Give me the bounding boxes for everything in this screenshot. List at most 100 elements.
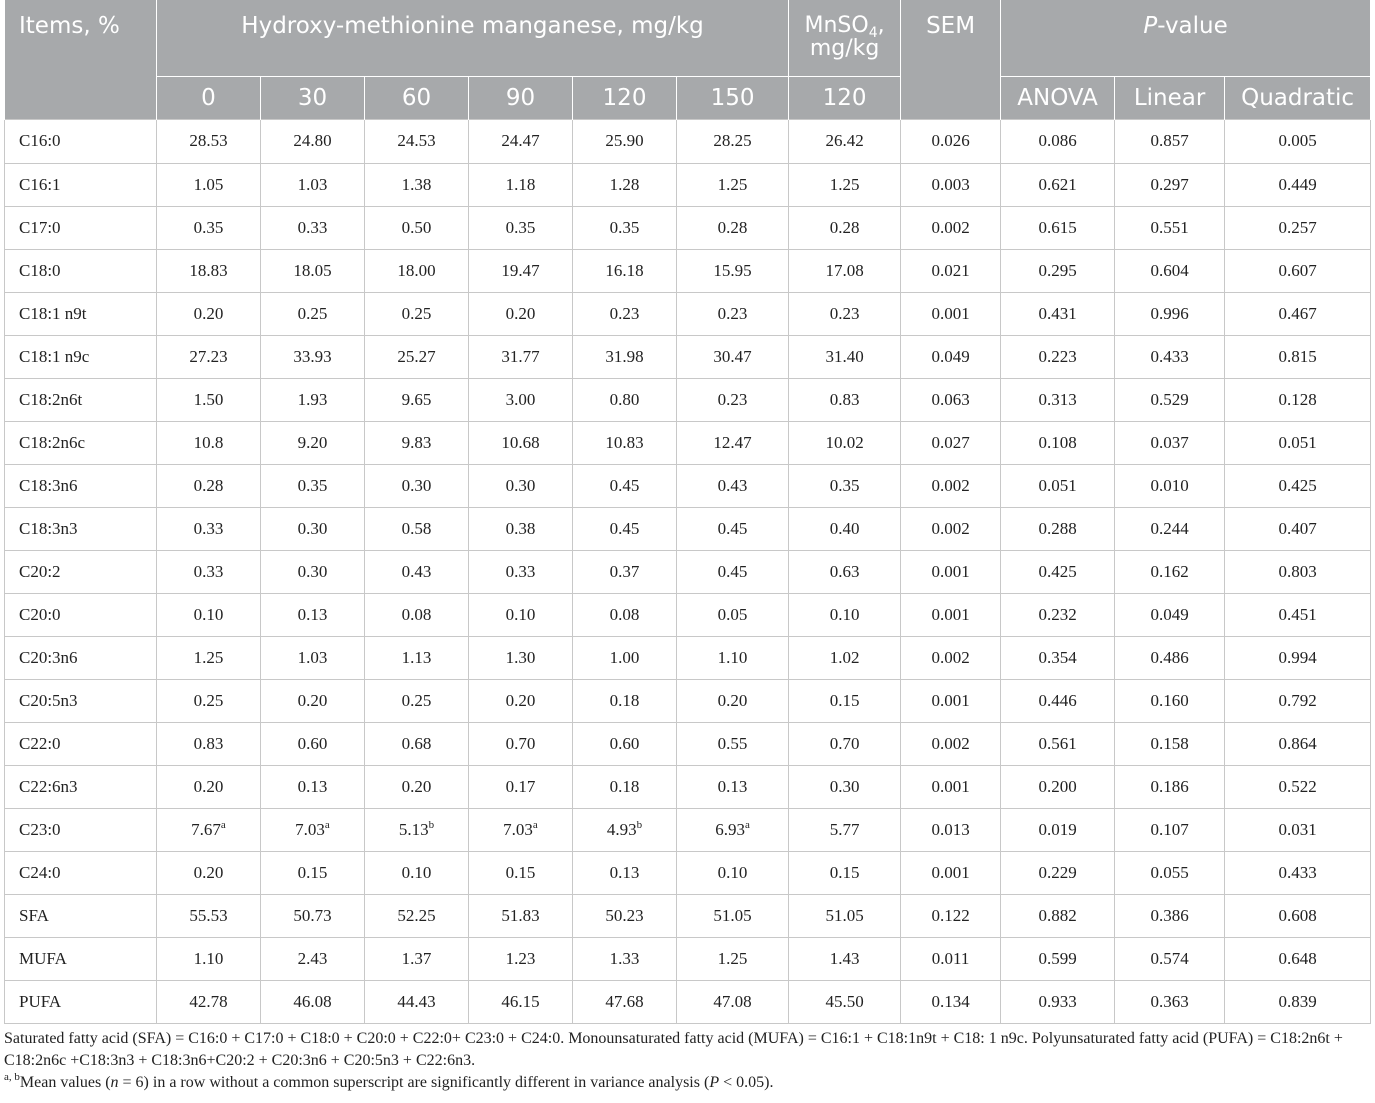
table-row: C18:2n6c 10.8 9.20 9.83 10.68 10.83 12.47 10.02…: [4, 420, 1372, 465]
header-row-1: Items, % Hydroxy-methionine manganese, m…: [4, 0, 1372, 119]
table-cell: 0.80: [572, 377, 677, 422]
table-row: C18:0 18.83 18.05 18.00 19.47 16.18 15.95 17.08…: [4, 248, 1372, 293]
table-cell: 5.13b: [364, 807, 469, 852]
table-cell: 0.08: [572, 592, 677, 637]
dose-header: 30: [260, 75, 365, 119]
table-row: C17:0 0.35 0.33 0.50 0.35 0.35 0.28 0.28 0.002 0.…: [4, 205, 1372, 250]
significance-superscript: a: [324, 818, 330, 831]
table-cell: 25.90: [572, 118, 677, 164]
table-row: C20:0 0.10 0.13 0.08 0.10 0.08 0.05 0.10 0.001 0.…: [4, 592, 1372, 637]
row-label: C18:2n6c: [4, 420, 157, 465]
table-cell: 0.857: [1114, 118, 1226, 164]
table-cell: 47.68: [572, 979, 677, 1024]
table-row: C23:0 7.67a 7.03a 5.13b 7.03a 4.93b 6.93a 5.77 0…: [4, 807, 1372, 852]
table-cell: 0.160: [1114, 678, 1226, 723]
row-label: C16:1: [4, 162, 157, 207]
table-cell: 0.55: [675, 721, 790, 766]
table-cell: 0.607: [1224, 248, 1372, 293]
table-cell: 0.313: [1000, 377, 1116, 422]
table-cell: 0.621: [1000, 162, 1116, 207]
table-cell: 0.10: [156, 592, 261, 637]
row-label: C18:3n3: [4, 506, 157, 551]
table-cell: 0.882: [1000, 893, 1116, 938]
table-row: C24:0 0.20 0.15 0.10 0.15 0.13 0.10 0.15 0.001 0.…: [4, 850, 1372, 895]
table-body: C16:0 28.53 24.80 24.53 24.47 25.90 28.25 26.42…: [4, 118, 1372, 1024]
table-cell: 0.027: [900, 420, 1002, 465]
table-row: C22:0 0.83 0.60 0.68 0.70 0.60 0.55 0.70 0.002 0.…: [4, 721, 1372, 766]
table-cell: 0.30: [260, 506, 365, 551]
table-cell: 51.83: [468, 893, 573, 938]
fatty-acid-table: Items, % Hydroxy-methionine manganese, m…: [4, 0, 1372, 1024]
row-label: C17:0: [4, 205, 157, 250]
table-cell: 1.03: [260, 162, 365, 207]
table-cell: 9.83: [364, 420, 469, 465]
table-cell: 0.15: [260, 850, 365, 895]
table-cell: 9.20: [260, 420, 365, 465]
table-cell: 0.43: [364, 549, 469, 594]
significance-superscript: b: [636, 818, 643, 831]
table-cell: 0.433: [1114, 334, 1226, 379]
table-cell: 0.001: [900, 291, 1002, 336]
table-cell: 0.186: [1114, 764, 1226, 809]
significance-superscript: b: [428, 818, 435, 831]
table-cell: 0.134: [900, 979, 1002, 1024]
table-cell: 1.25: [675, 936, 790, 981]
table-cell: 0.30: [260, 549, 365, 594]
row-label: C18:1 n9t: [4, 291, 157, 336]
row-label: C18:3n6: [4, 463, 157, 508]
table-cell: 0.005: [1224, 118, 1372, 164]
table-cell: 10.8: [156, 420, 261, 465]
row-label: PUFA: [4, 979, 157, 1024]
row-label: MUFA: [4, 936, 157, 981]
table-cell: 1.25: [675, 162, 790, 207]
table-cell: 0.063: [900, 377, 1002, 422]
table-cell: 0.45: [675, 549, 790, 594]
table-cell: 0.433: [1224, 850, 1372, 895]
table-cell: 0.223: [1000, 334, 1116, 379]
table-cell: 0.60: [572, 721, 677, 766]
row-label: C18:2n6t: [4, 377, 157, 422]
table-cell: 0.407: [1224, 506, 1372, 551]
table-cell: 0.574: [1114, 936, 1226, 981]
table-cell: 6.93a: [675, 807, 790, 852]
table-cell: 0.25: [364, 678, 469, 723]
table-cell: 47.08: [675, 979, 790, 1024]
table-cell: 0.162: [1114, 549, 1226, 594]
table-cell: 0.20: [156, 291, 261, 336]
row-label: C18:0: [4, 248, 157, 293]
row-label: C16:0: [4, 118, 157, 164]
table-cell: 0.001: [900, 549, 1002, 594]
table-cell: 51.05: [788, 893, 902, 938]
table-cell: 28.53: [156, 118, 261, 164]
table-cell: 2.43: [260, 936, 365, 981]
table-cell: 27.23: [156, 334, 261, 379]
table-cell: 0.232: [1000, 592, 1116, 637]
table-cell: 0.10: [364, 850, 469, 895]
table-cell: 0.001: [900, 850, 1002, 895]
table-cell: 1.25: [788, 162, 902, 207]
table-cell: 0.122: [900, 893, 1002, 938]
table-cell: 0.10: [468, 592, 573, 637]
table-cell: 1.28: [572, 162, 677, 207]
table-cell: 0.363: [1114, 979, 1226, 1024]
table-row: PUFA 42.78 46.08 44.43 46.15 47.68 47.08 45.50 0…: [4, 979, 1372, 1024]
row-label: C22:6n3: [4, 764, 157, 809]
table-cell: 0.35: [572, 205, 677, 250]
items-header: Items, %: [4, 0, 157, 119]
table-cell: 0.30: [468, 463, 573, 508]
table-row: C20:5n3 0.25 0.20 0.25 0.20 0.18 0.20 0.15 0.001…: [4, 678, 1372, 723]
table-cell: 0.648: [1224, 936, 1372, 981]
table-cell: 0.43: [675, 463, 790, 508]
table-cell: 0.28: [156, 463, 261, 508]
hmm-group-header: Hydroxy-methionine manganese, mg/kg: [155, 0, 790, 76]
table-cell: 0.026: [900, 118, 1002, 164]
table-cell: 10.83: [572, 420, 677, 465]
table-cell: 0.20: [675, 678, 790, 723]
table-row: C16:0 28.53 24.80 24.53 24.47 25.90 28.25 26.42…: [4, 118, 1372, 164]
table-cell: 4.93b: [572, 807, 677, 852]
table-cell: 0.449: [1224, 162, 1372, 207]
table-cell: 26.42: [788, 118, 902, 164]
table-cell: 10.02: [788, 420, 902, 465]
table-cell: 0.467: [1224, 291, 1372, 336]
table-cell: 0.003: [900, 162, 1002, 207]
